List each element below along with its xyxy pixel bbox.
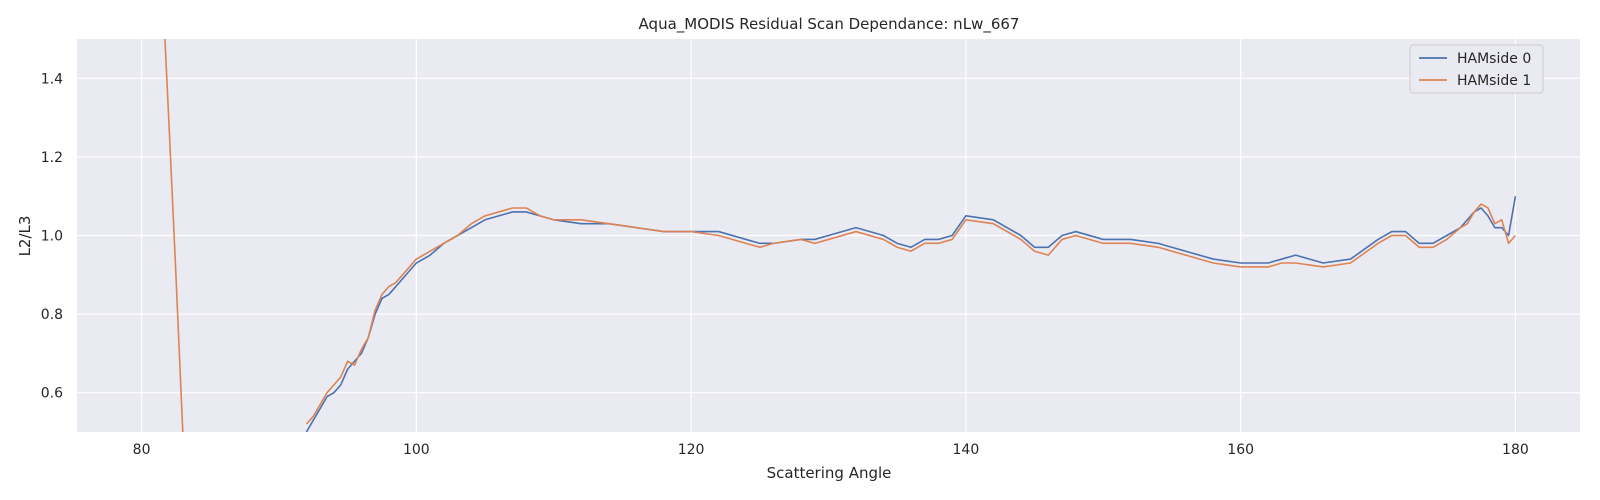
- x-tick-label: 120: [678, 442, 705, 458]
- grid: [77, 39, 1580, 432]
- x-tick-label: 80: [133, 442, 151, 458]
- series-layer: [164, 39, 1517, 432]
- y-tick-label: 1.4: [41, 71, 63, 87]
- series-line-1: [164, 39, 1517, 432]
- legend: HAMside 0 HAMside 1: [1409, 44, 1544, 94]
- chart-title: Aqua_MODIS Residual Scan Dependance: nLw…: [639, 15, 1020, 34]
- legend-box: [1409, 44, 1544, 94]
- y-tick-label: 0.8: [41, 307, 63, 323]
- y-axis: 0.6 0.8 1.0 1.2 1.4: [41, 71, 63, 401]
- series-line-0: [305, 196, 1517, 432]
- legend-label: HAMside 1: [1457, 73, 1531, 89]
- x-tick-label: 160: [1227, 442, 1254, 458]
- y-axis-label: L2/L3: [16, 216, 34, 257]
- x-axis: 80 100 120 140 160 180: [133, 442, 1529, 458]
- legend-label: HAMside 0: [1457, 51, 1531, 67]
- y-tick-label: 1.0: [41, 229, 63, 245]
- x-tick-label: 180: [1502, 442, 1529, 458]
- x-axis-label: Scattering Angle: [767, 464, 892, 482]
- y-tick-label: 0.6: [41, 386, 63, 402]
- y-tick-label: 1.2: [41, 150, 63, 166]
- x-tick-label: 140: [953, 442, 980, 458]
- x-tick-label: 100: [403, 442, 430, 458]
